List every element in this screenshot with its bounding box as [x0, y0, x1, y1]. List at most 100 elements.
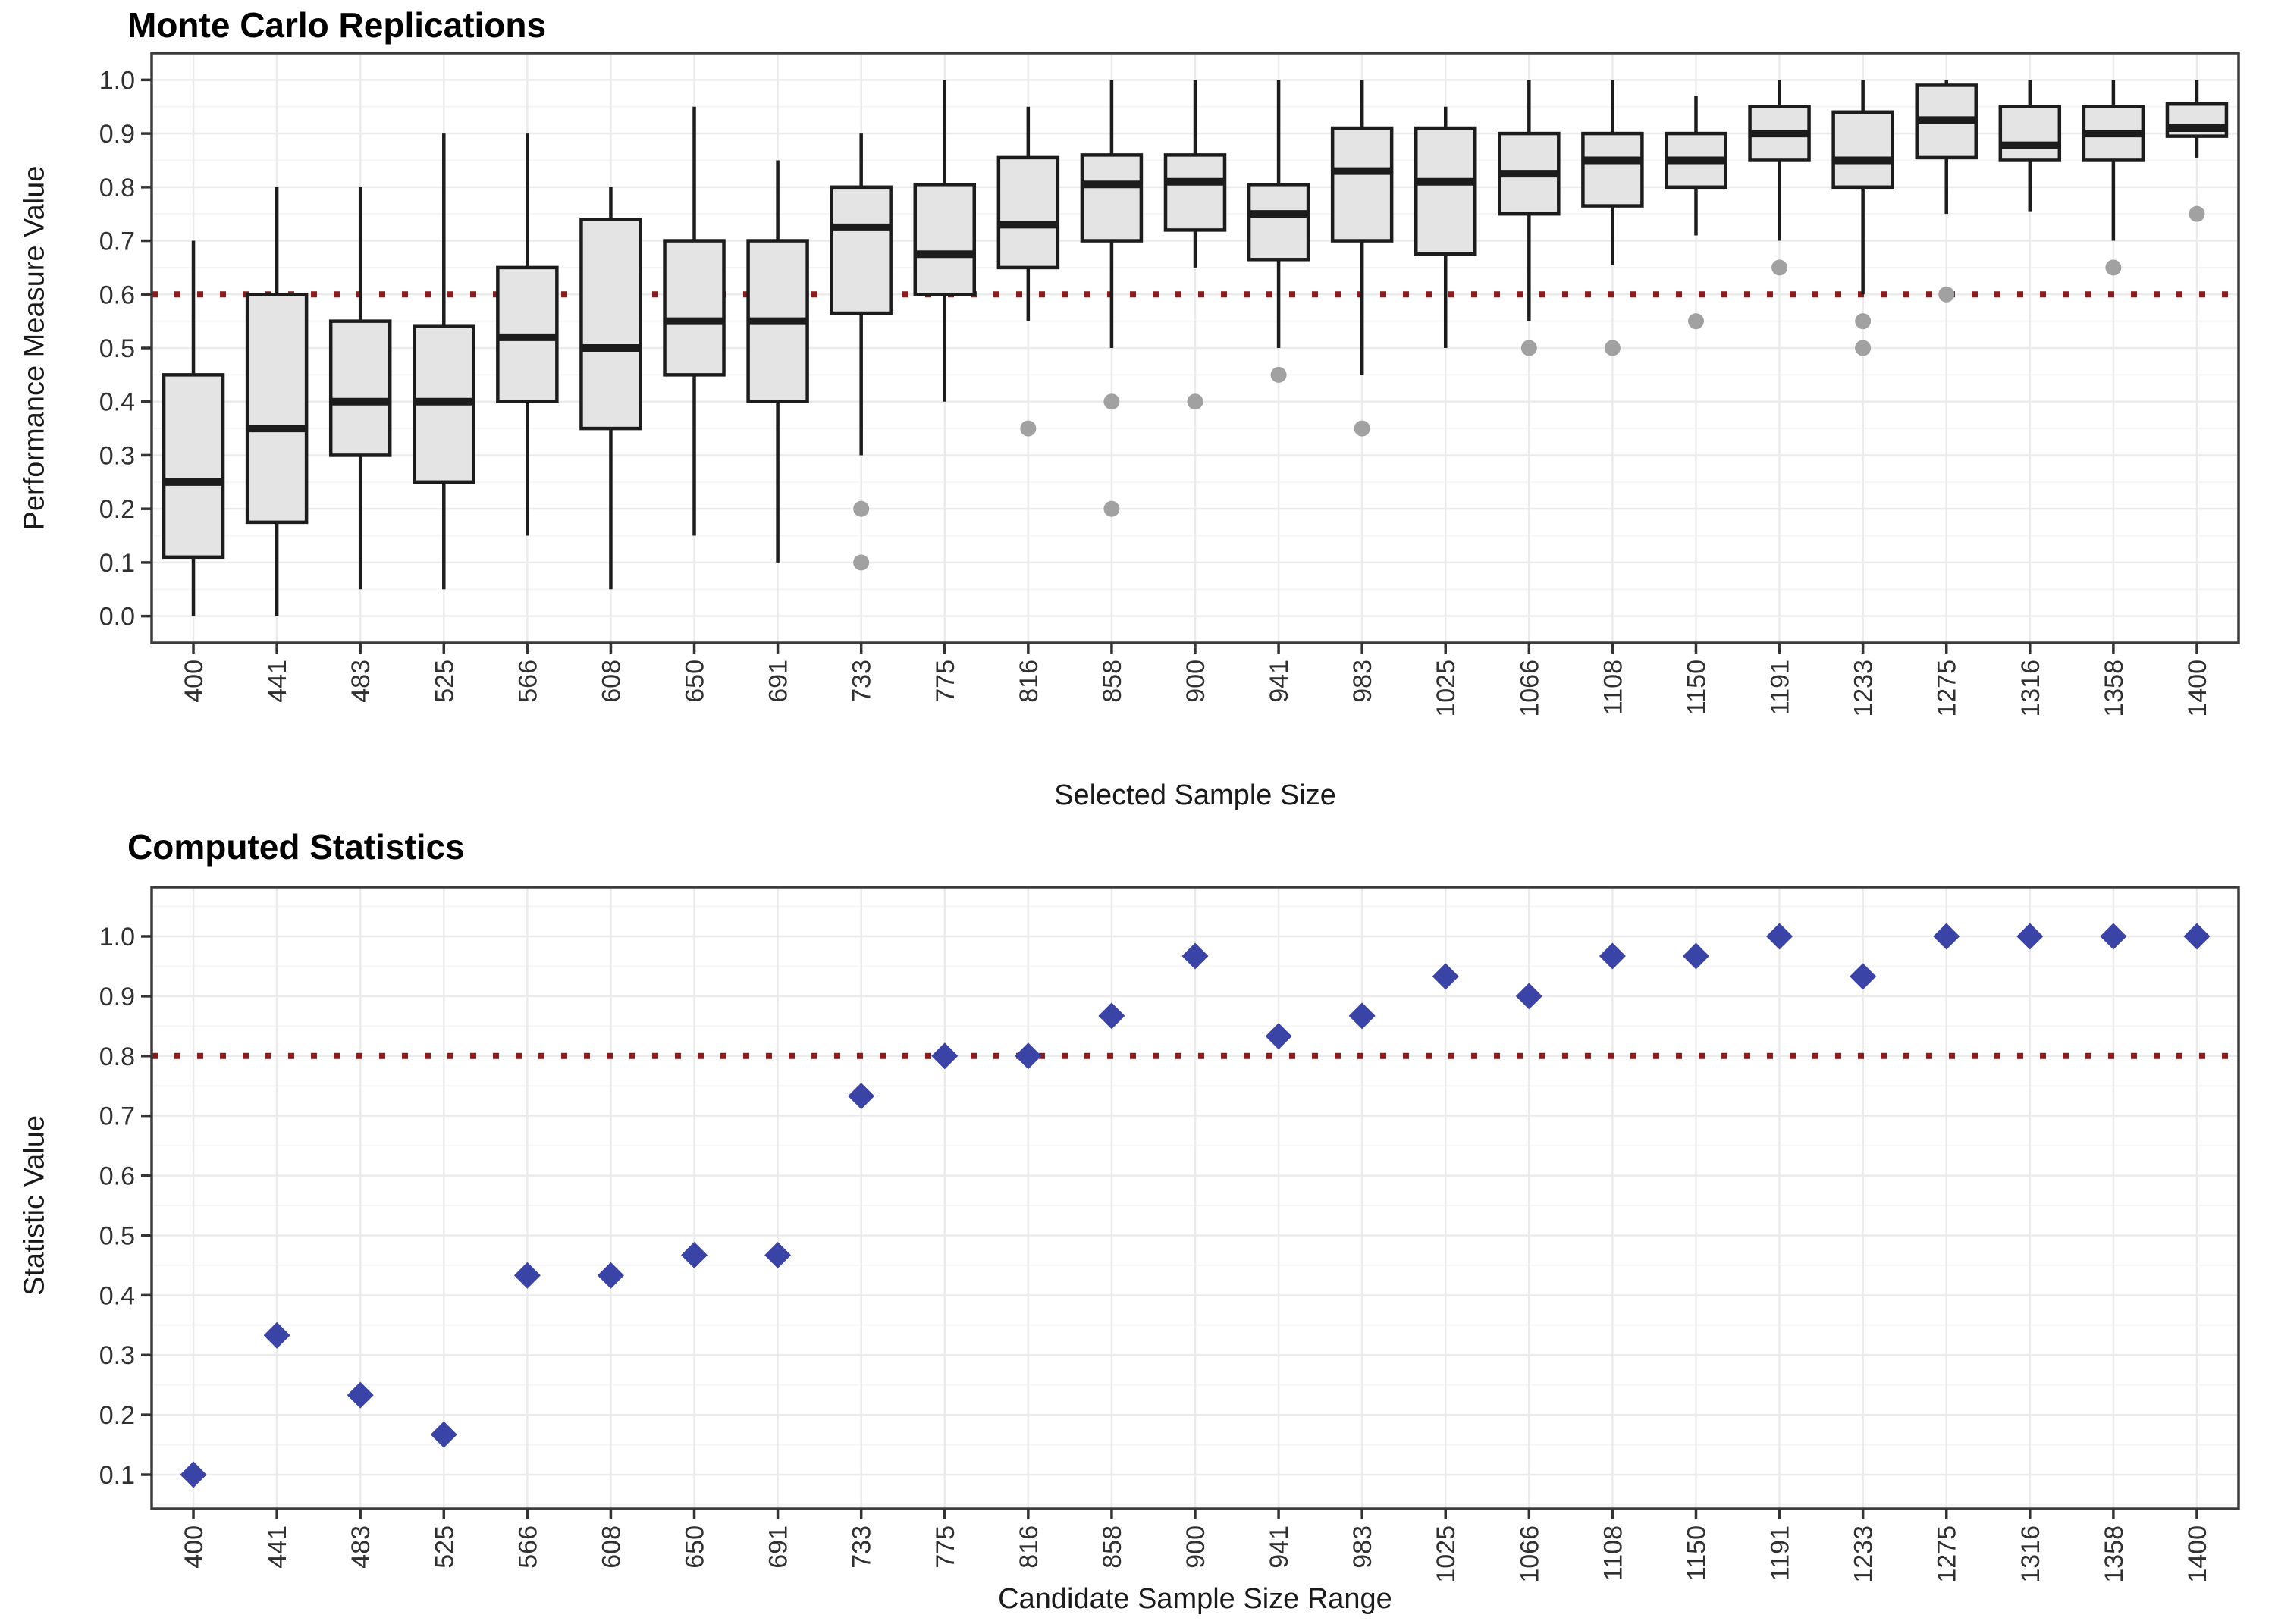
- x-tick-label: 900: [1181, 1525, 1210, 1569]
- data-point-diamond: [1933, 923, 1960, 950]
- outlier-point: [1187, 393, 1203, 410]
- x-tick-label: 441: [263, 1525, 292, 1569]
- x-tick-label: 816: [1015, 660, 1043, 703]
- x-tick-label: 400: [180, 660, 209, 703]
- bottom-chart-x-axis-title: Candidate Sample Size Range: [998, 1583, 1392, 1615]
- x-tick-label: 1358: [2100, 1525, 2129, 1583]
- top-chart-x-axis-title: Selected Sample Size: [1054, 779, 1336, 811]
- data-point-diamond: [1599, 942, 1626, 970]
- y-tick-label: 0.8: [99, 1042, 135, 1071]
- x-tick-label: 400: [180, 1525, 209, 1569]
- x-tick-label: 1233: [1850, 1525, 1878, 1583]
- y-tick-label: 0.9: [99, 983, 135, 1011]
- data-point-diamond: [1265, 1023, 1292, 1050]
- x-tick-label: 566: [513, 1525, 542, 1569]
- y-tick-label: 0.3: [99, 1341, 135, 1370]
- data-point-diamond: [681, 1241, 708, 1268]
- boxplot-box: [162, 373, 225, 560]
- data-point-diamond: [1766, 923, 1793, 950]
- y-tick-label: 0.5: [99, 1221, 135, 1250]
- outlier-point: [1604, 340, 1621, 356]
- x-tick-label: 1108: [1599, 660, 1627, 715]
- outlier-point: [2105, 259, 2122, 276]
- boxplot-box: [830, 185, 893, 315]
- y-tick-label: 0.6: [99, 281, 135, 309]
- y-tick-label: 0.9: [99, 120, 135, 149]
- top-chart-title: Monte Carlo Replications: [127, 5, 547, 45]
- data-point-diamond: [2100, 923, 2127, 950]
- x-tick-label: 650: [681, 1525, 710, 1569]
- y-tick-label: 0.3: [99, 441, 135, 470]
- boxplot-box: [1831, 110, 1894, 190]
- data-point-diamond: [848, 1083, 875, 1110]
- x-tick-label: 1025: [1432, 1525, 1461, 1583]
- x-tick-label: 1316: [2016, 1525, 2045, 1583]
- x-tick-label: 941: [1265, 1525, 1294, 1569]
- x-tick-label: 1275: [1933, 1525, 1962, 1583]
- data-point-diamond: [2183, 923, 2211, 950]
- y-tick-label: 1.0: [99, 923, 135, 952]
- data-point-diamond: [2016, 923, 2044, 950]
- y-tick-label: 0.7: [99, 1102, 135, 1131]
- x-tick-label: 525: [430, 1525, 459, 1569]
- x-tick-label: 650: [681, 660, 710, 703]
- x-tick-label: 1150: [1682, 1525, 1711, 1581]
- x-tick-label: 566: [513, 660, 542, 703]
- y-tick-label: 0.4: [99, 388, 135, 417]
- x-tick-label: 816: [1015, 1525, 1043, 1569]
- x-tick-label: 1066: [1515, 1525, 1544, 1583]
- y-tick-label: 0.2: [99, 1401, 135, 1430]
- x-tick-label: 1066: [1515, 660, 1544, 717]
- y-tick-label: 0.7: [99, 227, 135, 256]
- x-tick-label: 1316: [2016, 660, 2045, 717]
- boxplot-box: [579, 218, 642, 431]
- x-tick-label: 1150: [1682, 660, 1711, 715]
- data-point-diamond: [1682, 942, 1709, 970]
- outlier-point: [853, 500, 870, 517]
- x-tick-label: 1275: [1933, 660, 1962, 717]
- outlier-point: [1520, 340, 1537, 356]
- x-tick-label: 608: [597, 660, 626, 703]
- outlier-point: [1687, 313, 1704, 330]
- y-tick-label: 1.0: [99, 66, 135, 95]
- x-tick-label: 483: [347, 660, 375, 703]
- y-tick-label: 0.0: [99, 603, 135, 632]
- boxplot-box: [1330, 126, 1394, 243]
- x-tick-label: 1358: [2100, 660, 2129, 717]
- x-tick-label: 483: [347, 1525, 375, 1569]
- outlier-point: [1855, 340, 1872, 356]
- boxplot-box: [245, 293, 309, 525]
- data-point-diamond: [597, 1262, 624, 1289]
- x-tick-label: 1025: [1432, 660, 1461, 717]
- bottom-chart-canvas: 0.1 0.2 0.3 0.4 0.5 0.6 0.7 0.8 0.9 1.0 400 441 483 5…: [99, 886, 2240, 1583]
- x-tick-label: 1233: [1850, 660, 1878, 717]
- x-tick-label: 983: [1348, 660, 1377, 703]
- x-tick-label: 900: [1181, 660, 1210, 703]
- x-tick-label: 941: [1265, 660, 1294, 703]
- outlier-point: [1855, 313, 1872, 330]
- x-tick-label: 441: [263, 660, 292, 703]
- data-point-diamond: [180, 1461, 207, 1488]
- data-point-diamond: [263, 1321, 290, 1349]
- x-tick-label: 858: [1098, 660, 1127, 703]
- outlier-point: [2189, 205, 2205, 222]
- y-tick-label: 0.4: [99, 1281, 135, 1310]
- boxplot-box: [1414, 126, 1477, 256]
- y-tick-label: 0.8: [99, 174, 135, 202]
- x-tick-label: 691: [764, 660, 793, 703]
- data-point-diamond: [1515, 983, 1542, 1010]
- y-tick-label: 0.6: [99, 1162, 135, 1191]
- x-tick-label: 1191: [1766, 1525, 1795, 1581]
- data-point-diamond: [1850, 963, 1877, 990]
- outlier-point: [1771, 259, 1788, 276]
- outlier-point: [1354, 420, 1370, 437]
- x-tick-label: 1400: [2183, 660, 2212, 717]
- outlier-point: [1020, 420, 1037, 437]
- boxplot-box: [1581, 131, 1644, 208]
- x-tick-label: 858: [1098, 1525, 1127, 1569]
- boxplot-box: [1998, 105, 2062, 162]
- boxplot-box: [1163, 153, 1227, 232]
- top-chart-canvas: 0.0 0.1 0.2 0.3 0.4 0.5 0.6 0.7 0.8 0.9 1.0 400 441 4…: [99, 52, 2240, 717]
- data-point-diamond: [1015, 1042, 1042, 1070]
